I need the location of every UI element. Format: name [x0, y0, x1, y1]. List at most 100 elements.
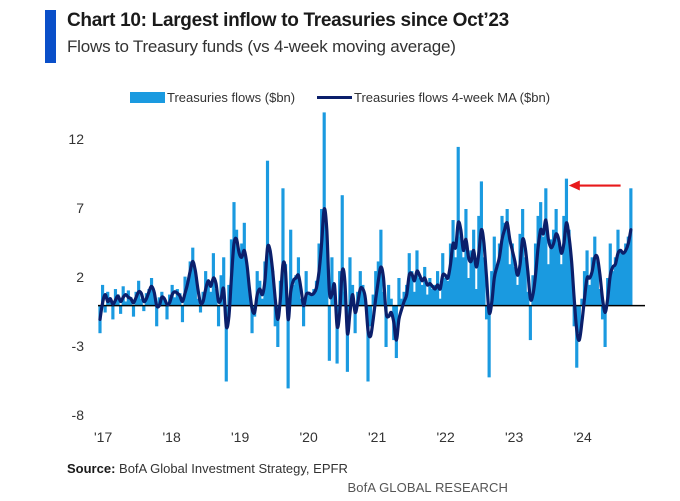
flow-bar: [410, 271, 414, 306]
x-tick-label: '20: [299, 429, 318, 445]
y-tick-label: 2: [76, 269, 84, 285]
flow-bar: [224, 305, 228, 382]
flow-bar: [484, 305, 489, 320]
flow-bar: [554, 209, 558, 306]
flow-bar: [621, 253, 625, 306]
legend-swatch-bar: [130, 92, 165, 103]
flow-bar: [111, 305, 115, 320]
x-tick-label: '19: [231, 429, 250, 445]
flow-bar: [546, 264, 550, 306]
flow-bar: [459, 236, 463, 306]
y-tick-label: 12: [68, 131, 84, 147]
flow-bar: [505, 209, 509, 306]
flow-bar: [214, 289, 218, 306]
flow-bar: [314, 280, 319, 306]
flow-bar: [366, 305, 370, 382]
flow-bar: [417, 278, 422, 306]
flow-bar: [289, 229, 293, 306]
flow-bar: [423, 266, 427, 306]
legend-label: Treasuries flows ($bn): [167, 90, 296, 105]
flow-bar: [100, 284, 105, 306]
flow-bar: [580, 298, 584, 306]
flow-bar: [487, 305, 491, 378]
flow-bar: [245, 264, 249, 306]
flow-bar: [562, 215, 566, 306]
flow-bar: [515, 284, 520, 306]
flow-bar: [549, 239, 553, 306]
flow-bar: [508, 264, 512, 306]
flow-bar: [428, 278, 432, 306]
flow-bar: [611, 271, 615, 306]
flow-bar: [469, 250, 473, 306]
flow-bar: [119, 305, 123, 314]
flow-bar: [186, 284, 190, 306]
flow-bar: [286, 305, 290, 389]
flow-bar: [237, 253, 241, 306]
flow-bar: [389, 298, 393, 306]
flow-bar: [466, 278, 471, 306]
flow-bar: [371, 294, 375, 306]
flow-bar: [503, 222, 507, 306]
x-tick-label: '17: [94, 429, 113, 445]
flow-bar: [495, 266, 499, 306]
flow-bar: [340, 195, 344, 306]
flow-bar: [551, 229, 556, 306]
y-tick-label: -8: [71, 407, 84, 423]
x-tick-label: '18: [162, 429, 181, 445]
flow-bar: [510, 243, 514, 306]
flow-bar: [482, 257, 486, 306]
flow-bar: [415, 250, 419, 306]
bar-series: [98, 112, 633, 389]
flow-bar: [147, 289, 151, 306]
x-tick-label: '21: [368, 429, 387, 445]
flow-bar: [222, 257, 226, 306]
flow-bar: [327, 305, 331, 361]
flow-bar: [281, 188, 285, 306]
flow-bar: [361, 284, 365, 306]
flow-bar: [240, 243, 244, 306]
flow-bar: [523, 257, 527, 306]
source-text: BofA Global Investment Strategy, EPFR: [115, 461, 348, 476]
flow-bar: [461, 257, 465, 306]
flow-bar: [590, 257, 594, 306]
flow-bar: [291, 284, 295, 306]
x-tick-label: '24: [573, 429, 592, 445]
flow-bar: [448, 243, 453, 306]
flow-bar: [544, 188, 548, 306]
flow-bar: [348, 257, 352, 306]
flow-bar: [180, 305, 185, 323]
flow-bar: [103, 305, 107, 313]
y-tick-label: -3: [71, 338, 84, 354]
flow-bar: [500, 215, 504, 306]
flow-bar: [613, 257, 617, 306]
flow-bar: [430, 289, 435, 306]
flow-bar: [242, 222, 246, 306]
flow-bar: [304, 271, 308, 306]
ma-line-series: [98, 207, 633, 342]
flow-bar: [265, 160, 270, 306]
flow-bar: [629, 188, 633, 306]
flow-bar: [165, 305, 169, 320]
flow-bar: [345, 305, 349, 372]
flow-bar: [588, 284, 592, 306]
flow-bar: [464, 209, 468, 306]
flow-bar: [412, 291, 416, 306]
flow-bar: [260, 298, 264, 306]
flow-bar: [131, 305, 136, 317]
arrow-head: [568, 180, 580, 191]
flow-bar: [335, 305, 339, 364]
flow-bar: [353, 305, 357, 334]
flow-bar: [255, 271, 259, 306]
flow-bar: [325, 236, 329, 306]
flow-bar: [564, 178, 569, 306]
flow-bar: [446, 280, 450, 306]
flow-bar: [559, 264, 563, 306]
legend-swatch-line: [317, 96, 352, 99]
x-tick-label: '22: [436, 429, 455, 445]
flow-bar: [209, 291, 213, 306]
footer-brand: BofA GLOBAL RESEARCH: [347, 480, 508, 495]
flow-bar: [528, 305, 532, 341]
flow-bar: [438, 298, 442, 306]
flow-bar: [384, 305, 388, 347]
